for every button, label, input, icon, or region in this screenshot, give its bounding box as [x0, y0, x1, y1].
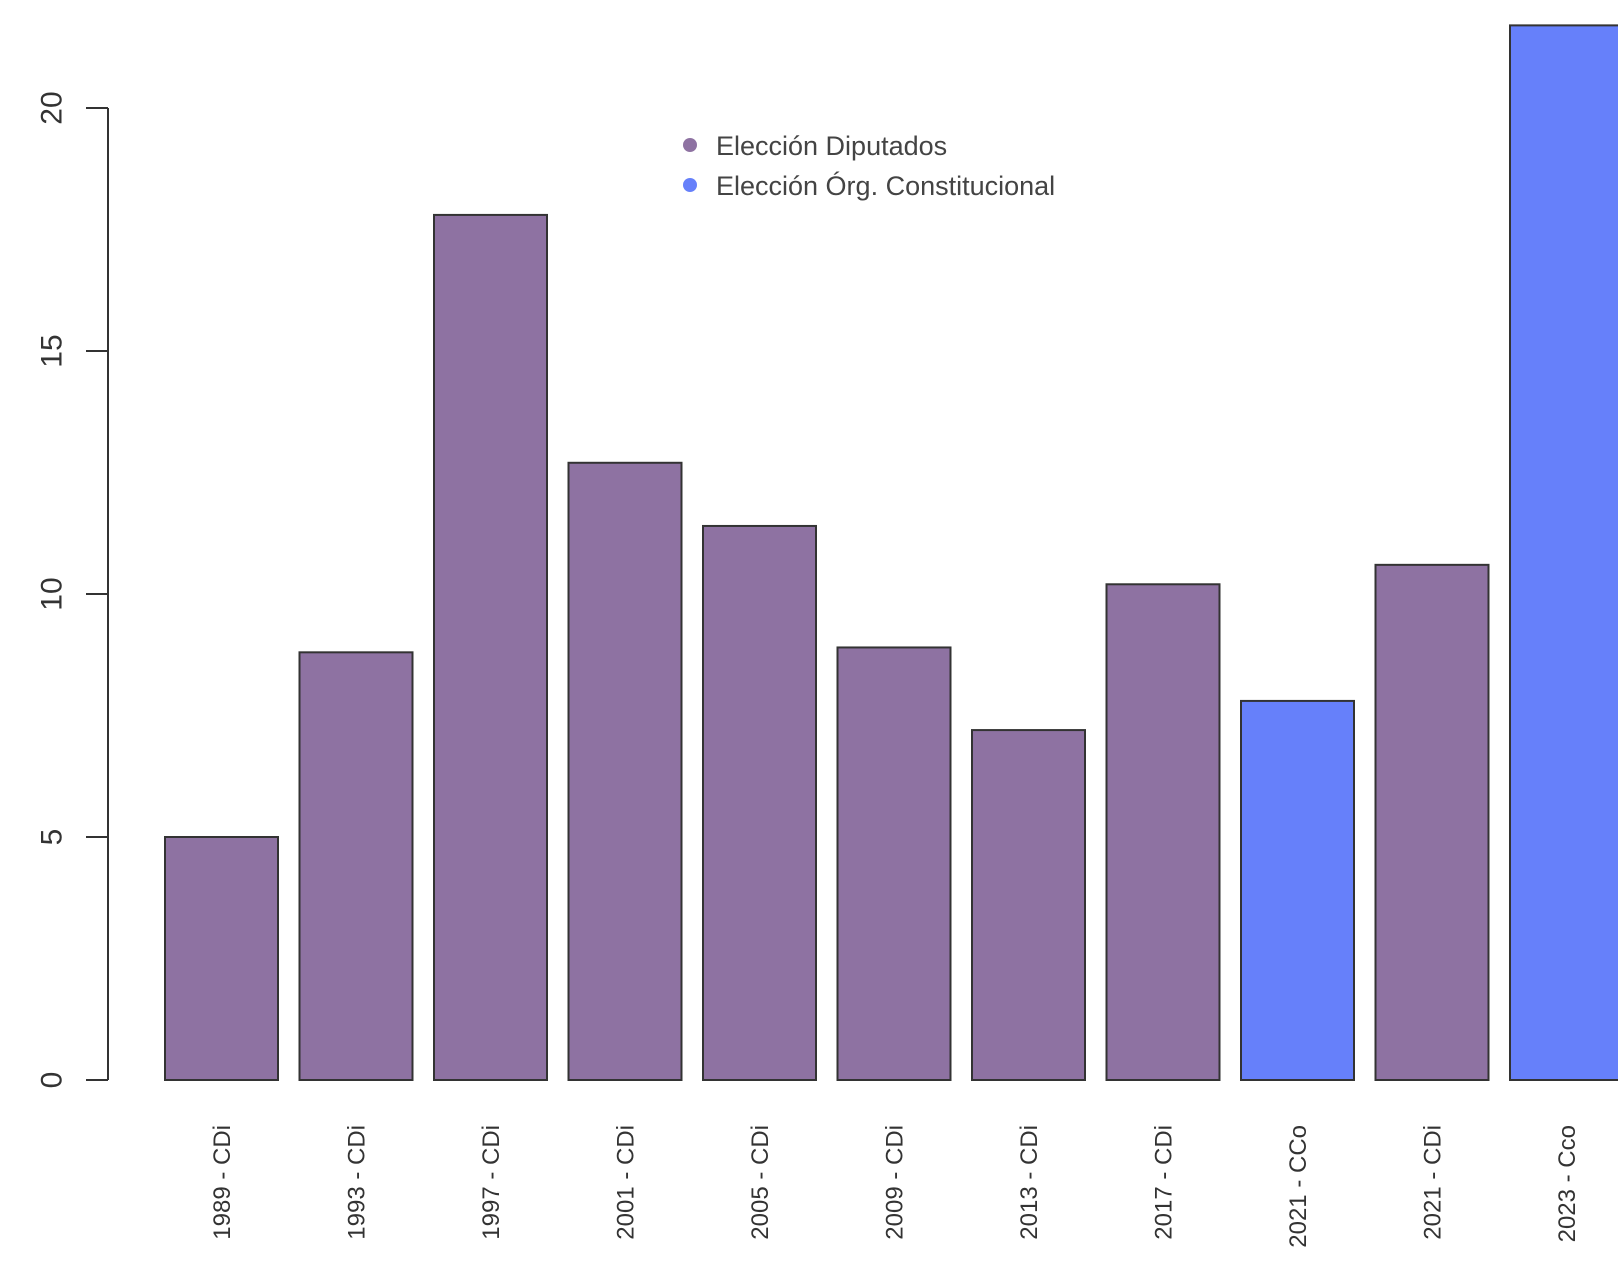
legend: Elección Diputados Elección Órg. Constit…	[683, 131, 1055, 201]
legend-marker-diputados	[683, 138, 697, 152]
bar	[1105, 583, 1221, 1082]
bar	[702, 524, 817, 1081]
y-tick-label: 20	[36, 91, 69, 124]
y-axis: 0 5 10 15 20	[36, 91, 109, 1088]
y-tick-label: 10	[36, 577, 69, 610]
x-tick-label: 2005 - CDi	[747, 1125, 774, 1240]
x-tick-label: 2013 - CDi	[1016, 1125, 1043, 1240]
y-tick-label: 15	[36, 334, 69, 367]
legend-label-diputados: Elección Diputados	[716, 131, 947, 161]
bar	[433, 213, 548, 1082]
y-tick-label: 0	[36, 1072, 69, 1089]
bar	[1374, 563, 1490, 1081]
x-tick-label: 2017 - CDi	[1150, 1125, 1177, 1240]
x-tick-label: 2009 - CDi	[881, 1125, 908, 1240]
bars	[164, 24, 1618, 1082]
x-tick-label: 2001 - CDi	[612, 1125, 639, 1240]
bar	[836, 646, 952, 1082]
x-tick-label: 2023 - Cco	[1554, 1125, 1581, 1242]
x-tick-label: 1997 - CDi	[478, 1125, 505, 1240]
bar	[298, 651, 414, 1081]
legend-marker-organo-constitucional	[683, 178, 697, 192]
legend-label-organo-constitucional: Elección Órg. Constitucional	[716, 170, 1055, 201]
bar	[971, 729, 1086, 1082]
bar	[567, 461, 683, 1081]
x-tick-label: 1989 - CDi	[209, 1125, 236, 1240]
bar	[164, 836, 279, 1081]
x-tick-label: 2021 - CDi	[1419, 1125, 1446, 1240]
x-axis-labels: 1989 - CDi 1993 - CDi 1997 - CDi 2001 - CDi…	[209, 1125, 1581, 1248]
x-tick-label: 1993 - CDi	[343, 1125, 370, 1240]
bar	[1240, 699, 1355, 1081]
y-tick-label: 5	[36, 829, 69, 846]
bar	[1509, 24, 1618, 1081]
x-tick-label: 2021 - CCo	[1285, 1125, 1312, 1248]
